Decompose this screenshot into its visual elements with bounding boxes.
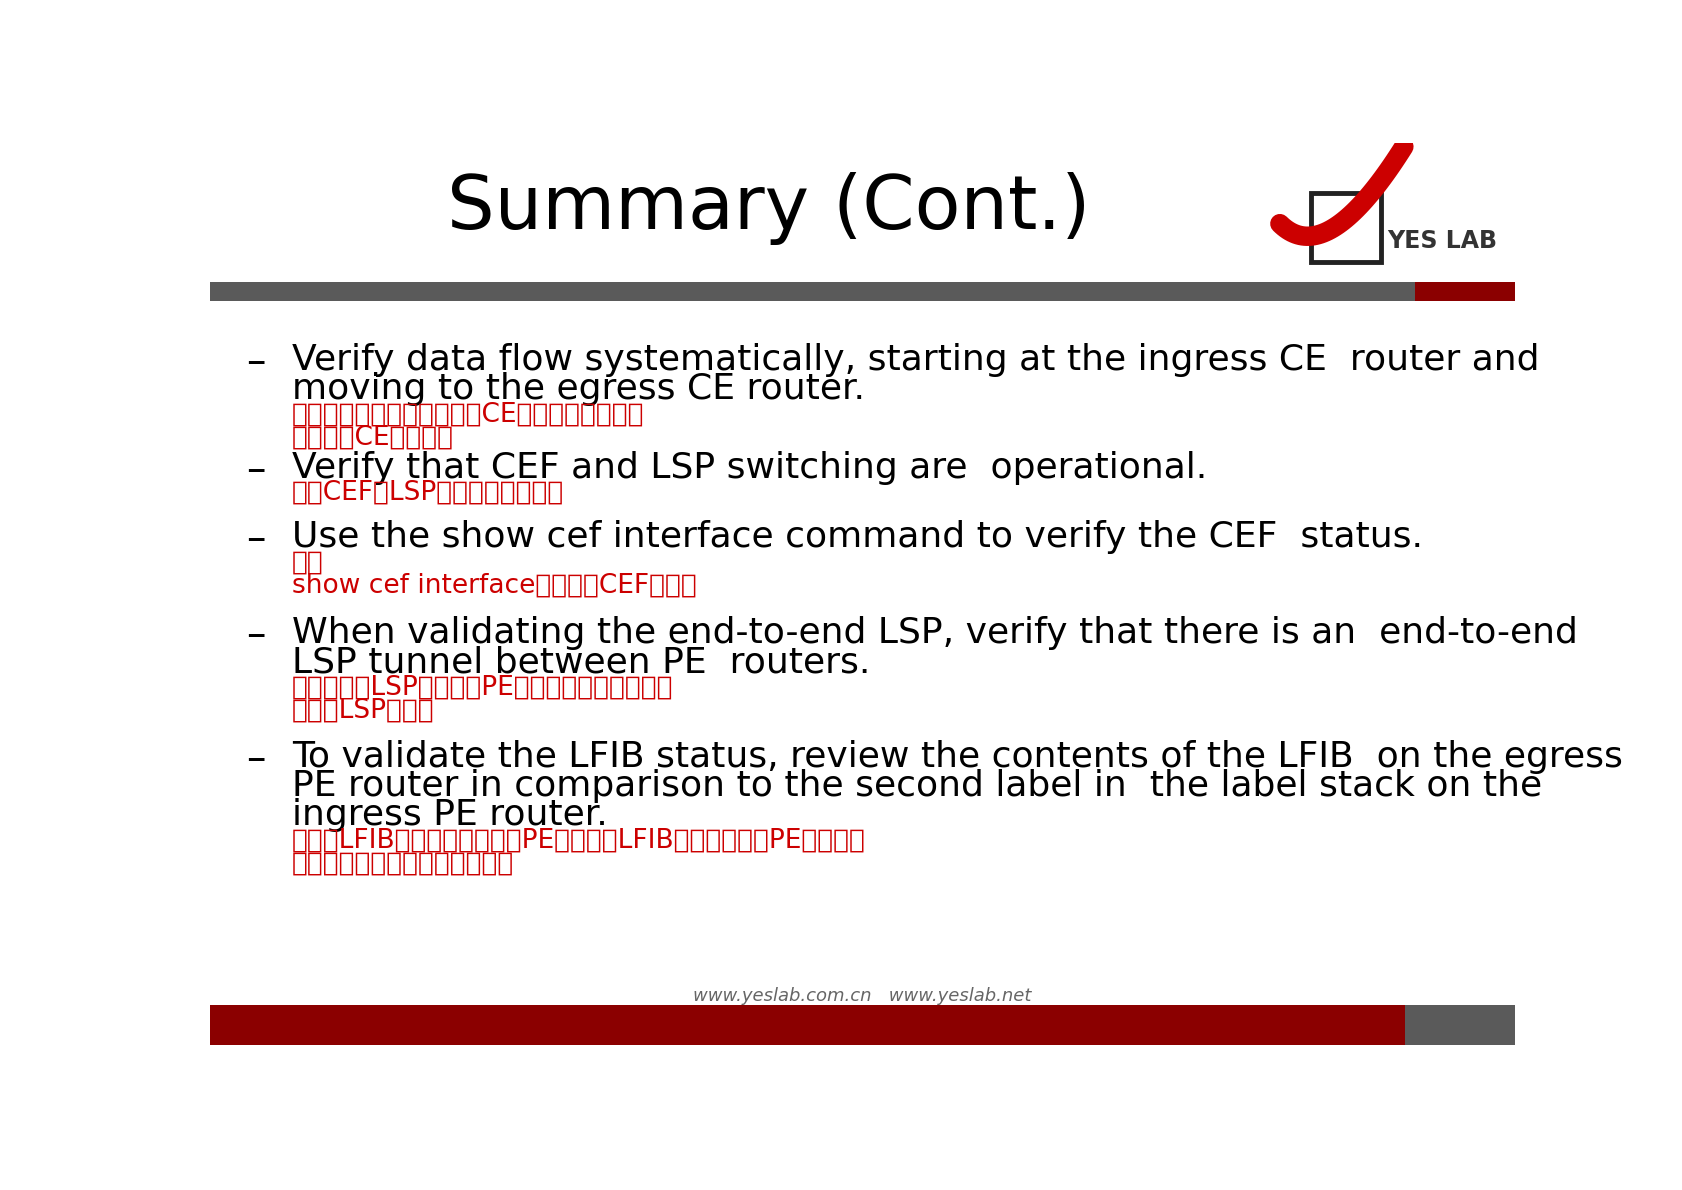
Text: YES LAB: YES LAB [1386, 228, 1495, 253]
Text: 使用: 使用 [291, 550, 323, 575]
Text: –: – [246, 343, 264, 381]
Bar [1310, 193, 1379, 262]
Text: –: – [246, 520, 264, 558]
Text: Use the show cef interface command to verify the CEF  status.: Use the show cef interface command to ve… [291, 520, 1421, 555]
Text: 验证端到端LSP时，验诎PE路由器之间是否存在端: 验证端到端LSP时，验诎PE路由器之间是否存在端 [291, 675, 673, 701]
Bar [210, 1006, 1404, 1045]
Text: 要验诎LFIB状态，请检查出口PE路由器上LFIB的内容与入口PE路由器上: 要验诎LFIB状态，请检查出口PE路由器上LFIB的内容与入口PE路由器上 [291, 827, 865, 853]
Bar [1404, 1006, 1514, 1045]
Text: When validating the end-to-end LSP, verify that there is an  end-to-end: When validating the end-to-end LSP, veri… [291, 616, 1576, 651]
Text: 标签栈中的第二个标签相比较。: 标签栈中的第二个标签相比较。 [291, 851, 513, 876]
Text: –: – [246, 451, 264, 489]
Text: –: – [246, 739, 264, 777]
Text: Verify that CEF and LSP switching are  operational.: Verify that CEF and LSP switching are op… [291, 451, 1206, 484]
Text: To validate the LFIB status, review the contents of the LFIB  on the egress: To validate the LFIB status, review the … [291, 739, 1621, 774]
Text: moving to the egress CE router.: moving to the egress CE router. [291, 372, 865, 406]
Text: ingress PE router.: ingress PE router. [291, 798, 607, 832]
Text: Summary (Cont.): Summary (Cont.) [446, 171, 1090, 245]
Text: 到端的LSP隙道。: 到端的LSP隙道。 [291, 699, 434, 724]
Bar [210, 282, 1415, 301]
Text: 验诎CEF和LSP交换是否可操作。: 验诎CEF和LSP交换是否可操作。 [291, 480, 563, 506]
Text: –: – [246, 616, 264, 655]
Text: show cef interface命令验诎CEF状态。: show cef interface命令验诎CEF状态。 [291, 572, 696, 599]
Text: 系统地验证数据流，从入口CE路由器开始，并移: 系统地验证数据流，从入口CE路由器开始，并移 [291, 401, 644, 427]
Text: 动到出口CE路由器。: 动到出口CE路由器。 [291, 425, 454, 451]
Text: www.yeslab.com.cn   www.yeslab.net: www.yeslab.com.cn www.yeslab.net [693, 987, 1031, 1006]
Text: LSP tunnel between PE  routers.: LSP tunnel between PE routers. [291, 646, 870, 679]
Bar [1415, 282, 1514, 301]
Text: Verify data flow systematically, starting at the ingress CE  router and: Verify data flow systematically, startin… [291, 343, 1539, 377]
Text: PE router in comparison to the second label in  the label stack on the: PE router in comparison to the second la… [291, 769, 1541, 803]
